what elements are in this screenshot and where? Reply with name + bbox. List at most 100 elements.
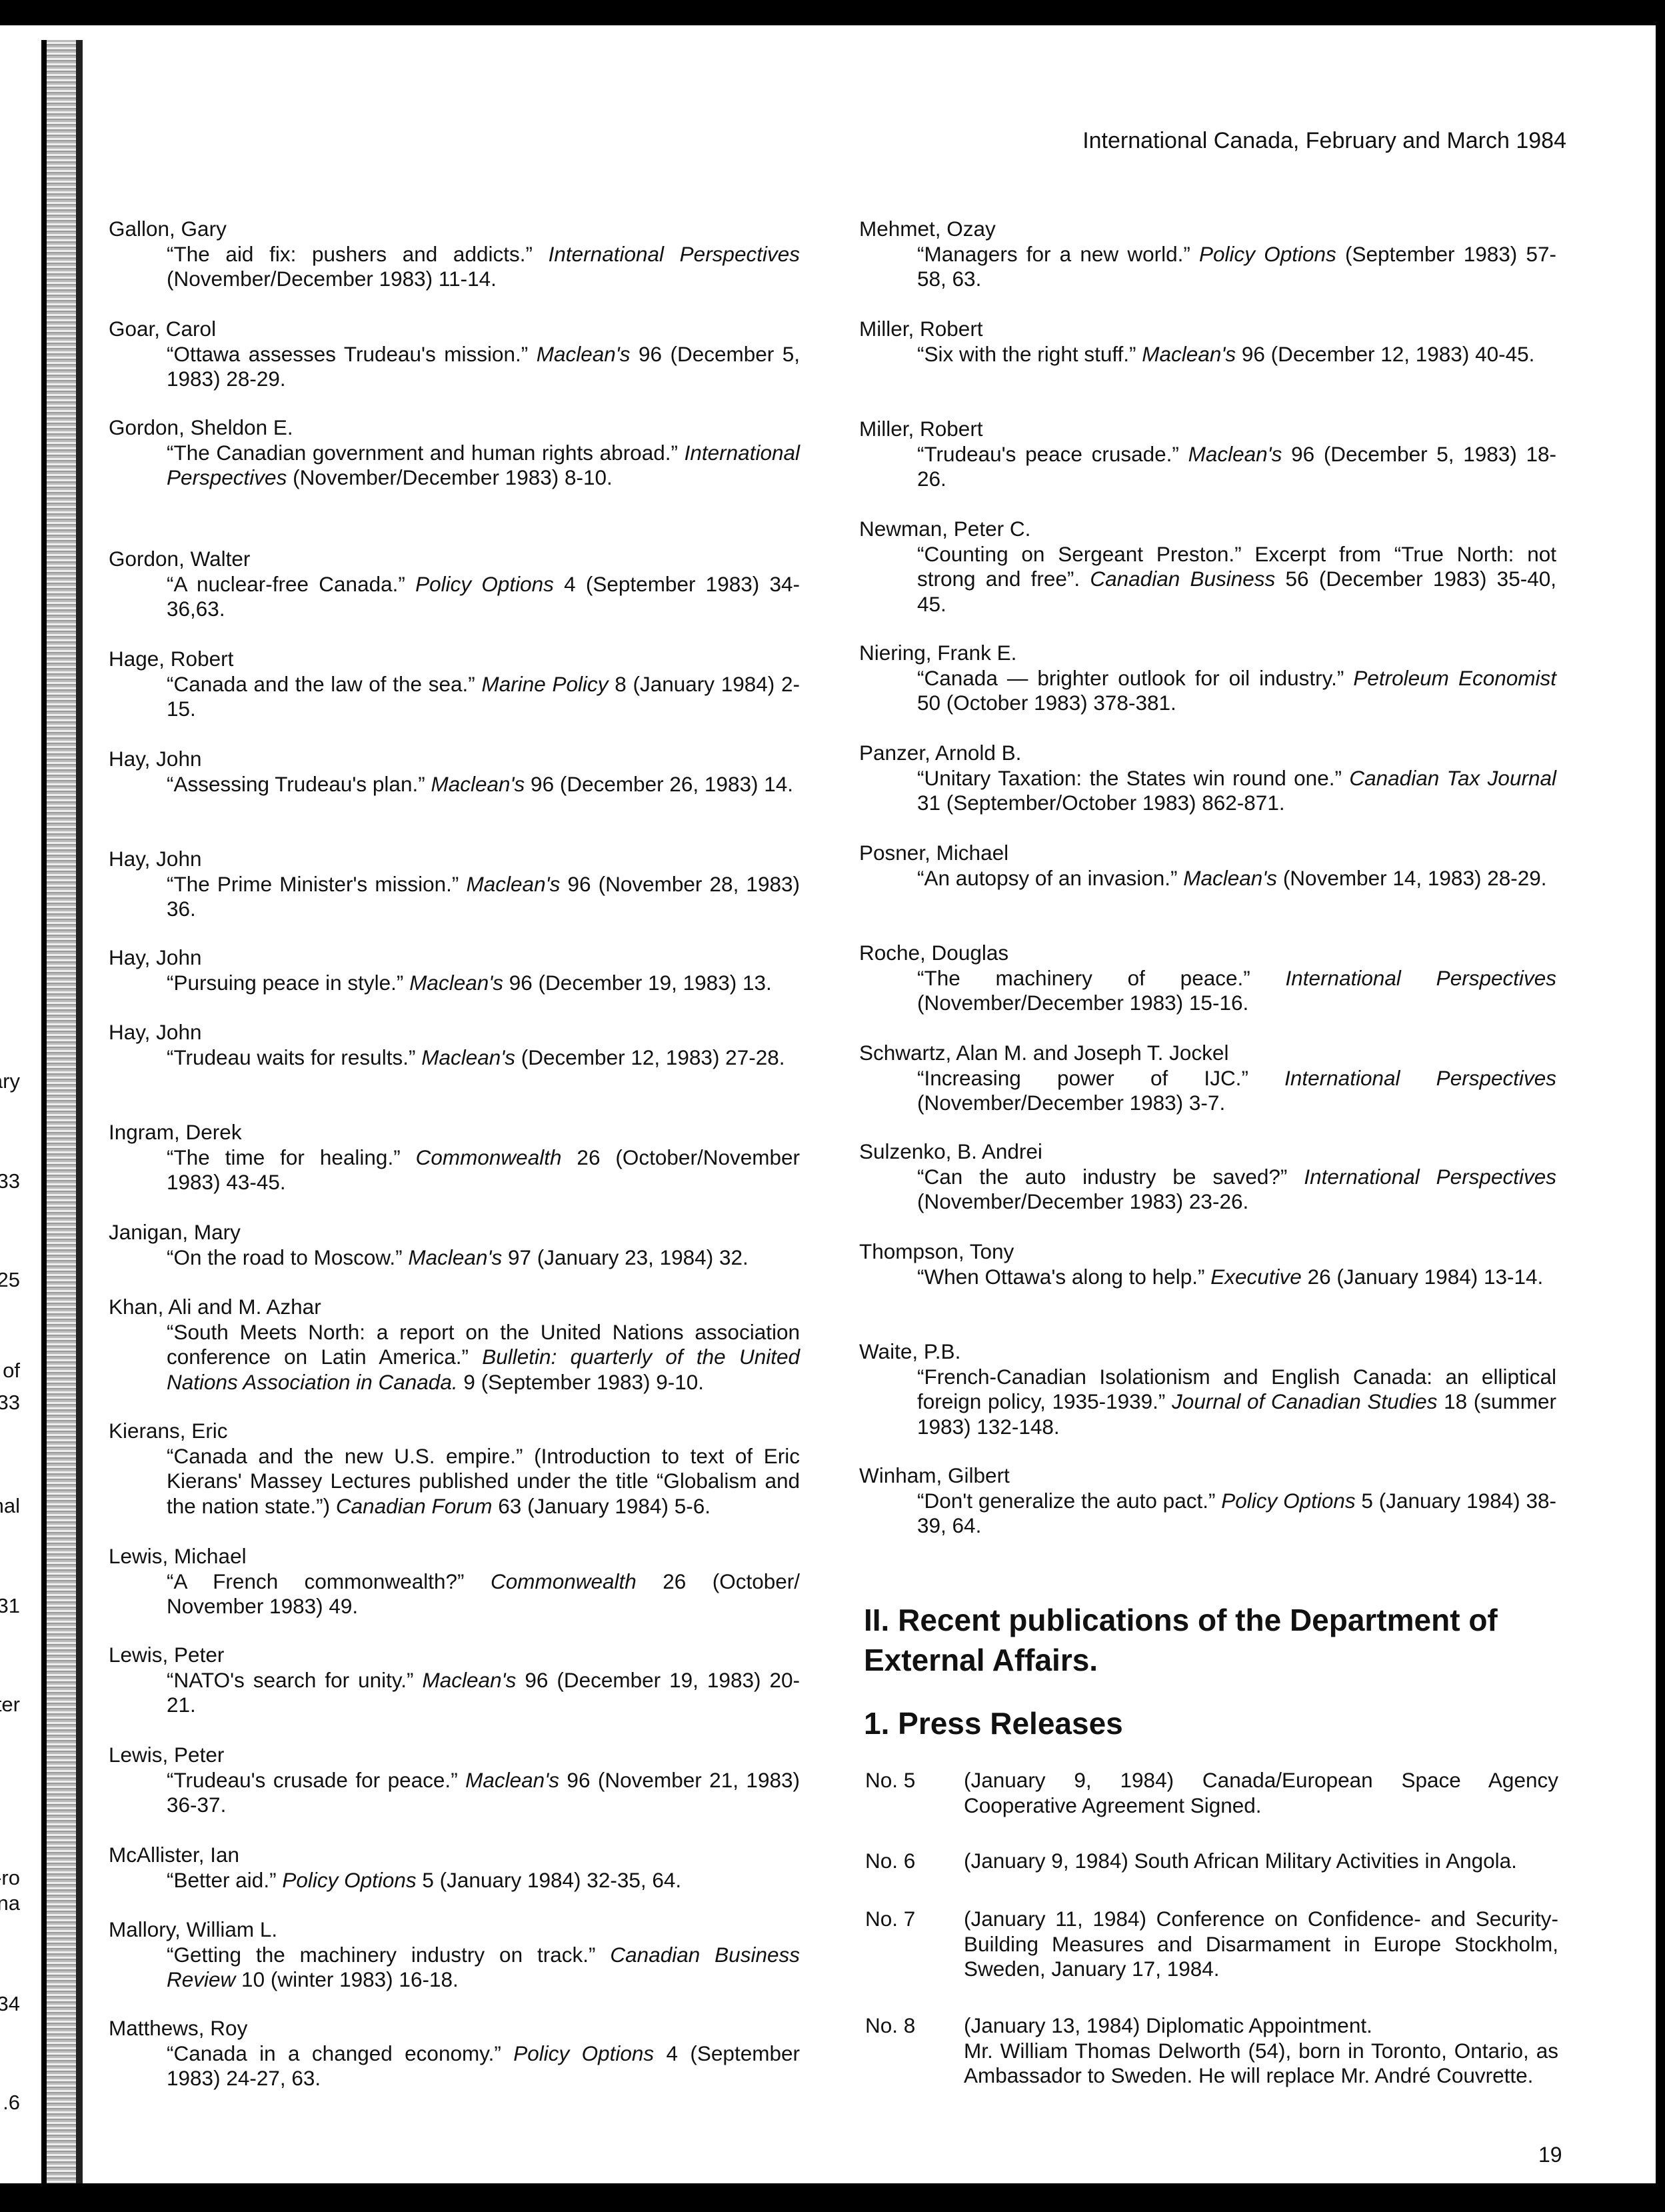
entry-citation: “Canada — brighter outlook for oil indus… xyxy=(917,666,1556,716)
entry-author: Hay, John xyxy=(109,847,202,871)
citation-text: (November/December 1983) 15-16. xyxy=(917,991,1249,1015)
entry-author: Newman, Peter C. xyxy=(859,517,1031,541)
bibliography-entry: Hage, Robert “Canada and the law of the s… xyxy=(109,647,800,722)
citation-text: (September 1983) 57-58, 63. xyxy=(917,241,1556,291)
citation-text: “French-Canadian Isolationism and Englis… xyxy=(917,1364,1556,1414)
press-release: No. 7 (January 11, 1984) Conference on Co… xyxy=(865,1907,1558,1982)
entry-citation: “French-Canadian Isolationism and Englis… xyxy=(917,1365,1556,1440)
citation-text: 26 (October/November 1983) 43-45. xyxy=(167,1145,800,1195)
publication-title: Canadian Business Review xyxy=(167,1942,800,1992)
citation-text: (November/December 1983) 23-26. xyxy=(917,1189,1249,1213)
citation-text: (November 14, 1983) 28-29. xyxy=(1277,865,1547,890)
entry-author: Hay, John xyxy=(109,747,202,771)
citation-text: “Can the auto industry be saved?” xyxy=(917,1164,1304,1189)
bibliography-entry: Winham, Gilbert “Don't generalize the aut… xyxy=(859,1463,1556,1539)
margin-fragment: nal xyxy=(0,1494,20,1517)
entry-author: Panzer, Arnold B. xyxy=(859,741,1022,765)
citation-text: 96 (December 19, 1983) 13. xyxy=(503,970,772,995)
running-header: International Canada, February and March… xyxy=(1082,128,1566,153)
citation-text: “NATO's search for unity.” xyxy=(167,1667,423,1692)
press-release-detail: Mr. William Thomas Delworth (54), born i… xyxy=(964,2038,1558,2088)
publication-title: Commonwealth xyxy=(415,1145,562,1169)
publication-title: Maclean's xyxy=(431,771,525,796)
entry-author: Gallon, Gary xyxy=(109,217,227,241)
citation-text: 10 (winter 1983) 16-18. xyxy=(235,1967,459,1991)
citation-text: 26 (January 1984) 13-14. xyxy=(1301,1264,1544,1289)
entry-citation: “An autopsy of an invasion.” Maclean's (… xyxy=(917,866,1556,891)
margin-fragment: 6. xyxy=(3,2091,20,2114)
bibliography-entry: Mehmet, Ozay “Managers for a new world.” … xyxy=(859,217,1556,292)
citation-text: 26 (October/ November 1983) 49. xyxy=(167,1569,800,1619)
citation-text: “Pursuing peace in style.” xyxy=(167,970,410,995)
publication-title: Maclean's xyxy=(465,1767,559,1792)
bibliography-entry: Thompson, Tony “When Ottawa's along to he… xyxy=(859,1239,1556,1289)
publication-title: Executive xyxy=(1210,1264,1302,1289)
margin-fragment: 33) xyxy=(0,1169,20,1193)
publication-title: Maclean's xyxy=(1142,341,1236,366)
citation-text: 4 (September 1983) 34-36,63. xyxy=(167,571,800,621)
section-heading: II. Recent publications of the Departmen… xyxy=(864,1603,1498,1677)
entry-citation: “Managers for a new world.” Policy Optio… xyxy=(917,242,1556,292)
entry-author: Hay, John xyxy=(109,945,202,969)
publication-title: International Perspectives xyxy=(1284,1065,1557,1090)
citation-text: “Increasing power of IJC.” xyxy=(917,1065,1285,1090)
publication-title: Maclean's xyxy=(422,1667,517,1692)
bibliography-entry: Niering, Frank E. “Canada — brighter outl… xyxy=(859,641,1556,716)
bibliography-entry: Hay, John “The Prime Minister's mission.”… xyxy=(109,847,800,922)
entry-author: Hay, John xyxy=(109,1020,202,1044)
scan-top-border xyxy=(0,0,1665,25)
publication-title: Policy Options xyxy=(1221,1488,1356,1513)
margin-fragment: 31 xyxy=(0,1594,20,1617)
publication-title: Bulletin: quarterly of the United Nation… xyxy=(167,1345,800,1394)
margin-fragment: 34) xyxy=(0,1992,20,2015)
citation-text: (December 12, 1983) 27-28. xyxy=(515,1045,785,1069)
publication-title: Petroleum Economist xyxy=(1353,665,1557,690)
citation-text: 9 (September 1983) 9-10. xyxy=(457,1369,705,1394)
press-release-number: No. 7 xyxy=(865,1907,916,1931)
citation-text: “The time for healing.” xyxy=(167,1145,416,1169)
citation-text: 31 (September/October 1983) 862-871. xyxy=(917,791,1285,815)
entry-author: Goar, Carol xyxy=(109,317,217,341)
entry-author: Miller, Robert xyxy=(859,417,983,441)
citation-text: “Trudeau waits for results.” xyxy=(167,1045,422,1069)
citation-text: “Trudeau's crusade for peace.” xyxy=(167,1767,466,1792)
entry-citation: “Increasing power of IJC.” International… xyxy=(917,1066,1556,1116)
entry-citation: “Canada and the new U.S. empire.” (Intro… xyxy=(167,1444,800,1519)
citation-text: 50 (October 1983) 378-381. xyxy=(917,691,1176,715)
citation-text: 63 (January 1984) 5-6. xyxy=(492,1493,711,1518)
citation-text: 4 (September 1983) 24-27, 63. xyxy=(167,2041,800,2091)
entry-citation: “A nuclear-free Canada.” Policy Options … xyxy=(167,572,800,622)
citation-text: 18 (summer 1983) 132-148. xyxy=(917,1389,1556,1439)
bibliography-entry: Gordon, Sheldon E. “The Canadian governme… xyxy=(109,415,800,491)
publication-title: International Perspectives xyxy=(1285,965,1557,990)
entry-citation: “Trudeau's peace crusade.” Maclean's 96 … xyxy=(917,442,1556,492)
entry-author: Miller, Robert xyxy=(859,317,983,341)
citation-text: “An autopsy of an invasion.” xyxy=(917,865,1184,890)
bibliography-entry: Janigan, Mary “On the road to Moscow.” Ma… xyxy=(109,1220,800,1270)
citation-text: (November/December 1983) 3-7. xyxy=(917,1091,1226,1115)
page-binding-strip xyxy=(41,40,83,2183)
press-release-number: No. 8 xyxy=(865,2013,916,2037)
citation-text: “A French commonwealth?” xyxy=(167,1569,491,1593)
entry-citation: “Ottawa assesses Trudeau's mission.” Mac… xyxy=(167,342,800,392)
margin-fragment: 25 xyxy=(0,1268,20,1291)
publication-title: International Perspectives xyxy=(167,440,800,490)
press-release: No. 8 (January 13, 1984) Diplomatic Appoi… xyxy=(865,2013,1558,2089)
entry-author: Mehmet, Ozay xyxy=(859,217,996,241)
entry-author: Lewis, Peter xyxy=(109,1743,225,1767)
press-release-text: (January 9, 1984) South African Military… xyxy=(964,1849,1517,1873)
entry-citation: “Assessing Trudeau's plan.” Maclean's 96… xyxy=(167,772,800,797)
citation-text: 96 (November 21, 1983) 36-37. xyxy=(167,1767,800,1817)
press-release-text: (January 11, 1984) Conference on Confide… xyxy=(964,1907,1558,1981)
publication-title: Canadian Business xyxy=(1090,567,1276,591)
press-release-text: (January 9, 1984) Canada/European Space … xyxy=(964,1768,1558,1817)
entry-author: Roche, Douglas xyxy=(859,941,1009,965)
entry-author: Lewis, Peter xyxy=(109,1643,225,1667)
citation-text: 5 (January 1984) 32-35, 64. xyxy=(416,1867,682,1892)
bibliography-entry: Lewis, Michael “A French commonwealth?” C… xyxy=(109,1544,800,1619)
citation-text: “Unitary Taxation: the States win round … xyxy=(917,765,1350,790)
publication-title: Policy Options xyxy=(513,2041,655,2065)
entry-citation: “Canada and the law of the sea.” Marine … xyxy=(167,672,800,722)
press-release-text: (January 13, 1984) Diplomatic Appointmen… xyxy=(964,2013,1372,2037)
citation-text: 96 (December 19, 1983) 20-21. xyxy=(167,1667,800,1717)
